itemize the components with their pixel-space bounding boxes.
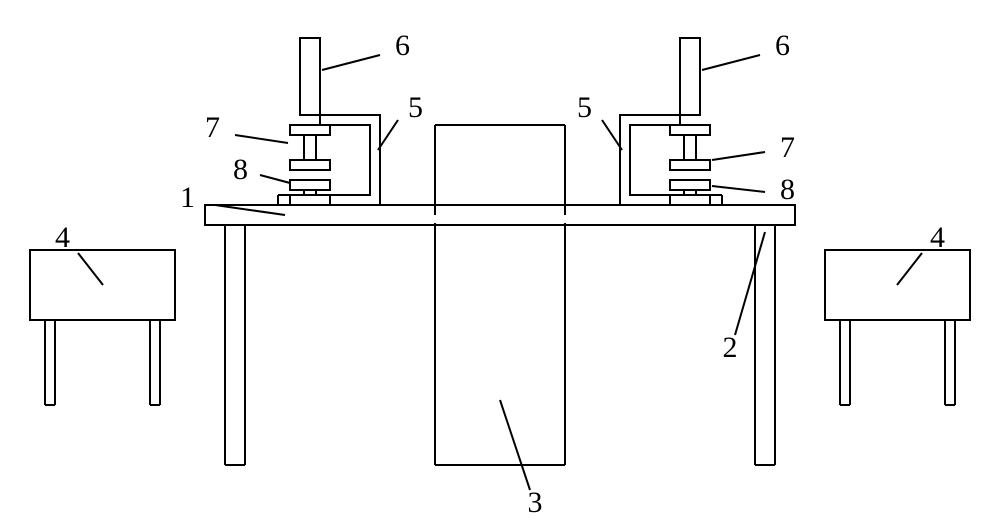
diagram-canvas: 1234455667788 (0, 0, 1000, 525)
disk-top-left (290, 160, 330, 170)
screw-top-right (684, 135, 696, 160)
label-5R: 5 (577, 91, 592, 124)
leader-3 (500, 400, 530, 490)
leader-8R (712, 186, 765, 192)
leader-6L (322, 55, 380, 70)
label-3: 3 (528, 486, 543, 519)
botcap-left (290, 195, 330, 205)
label-6L: 6 (395, 29, 410, 62)
label-4L: 4 (55, 221, 70, 254)
screw-top-left (304, 135, 316, 160)
label-7R: 7 (780, 131, 795, 164)
topcap-left (290, 125, 330, 135)
leader-8L (260, 175, 290, 183)
label-8R: 8 (780, 173, 795, 206)
disk-bot-left (290, 180, 330, 190)
post-left (300, 38, 320, 115)
leader-2 (735, 232, 765, 335)
label-4R: 4 (930, 221, 945, 254)
label-5L: 5 (408, 91, 423, 124)
leader-4R (897, 253, 922, 285)
leader-7R (712, 152, 765, 160)
label-6R: 6 (775, 29, 790, 62)
tabletop (205, 205, 795, 225)
label-2: 2 (723, 331, 738, 364)
disk-bot-right (670, 180, 710, 190)
disk-top-right (670, 160, 710, 170)
botcap-right (670, 195, 710, 205)
topcap-right (670, 125, 710, 135)
label-7L: 7 (205, 111, 220, 144)
leader-7L (235, 135, 288, 143)
leader-1 (215, 205, 285, 215)
leader-6R (702, 55, 760, 70)
post-right (680, 38, 700, 115)
label-1: 1 (180, 181, 195, 214)
leader-4L (78, 253, 103, 285)
label-8L: 8 (233, 153, 248, 186)
